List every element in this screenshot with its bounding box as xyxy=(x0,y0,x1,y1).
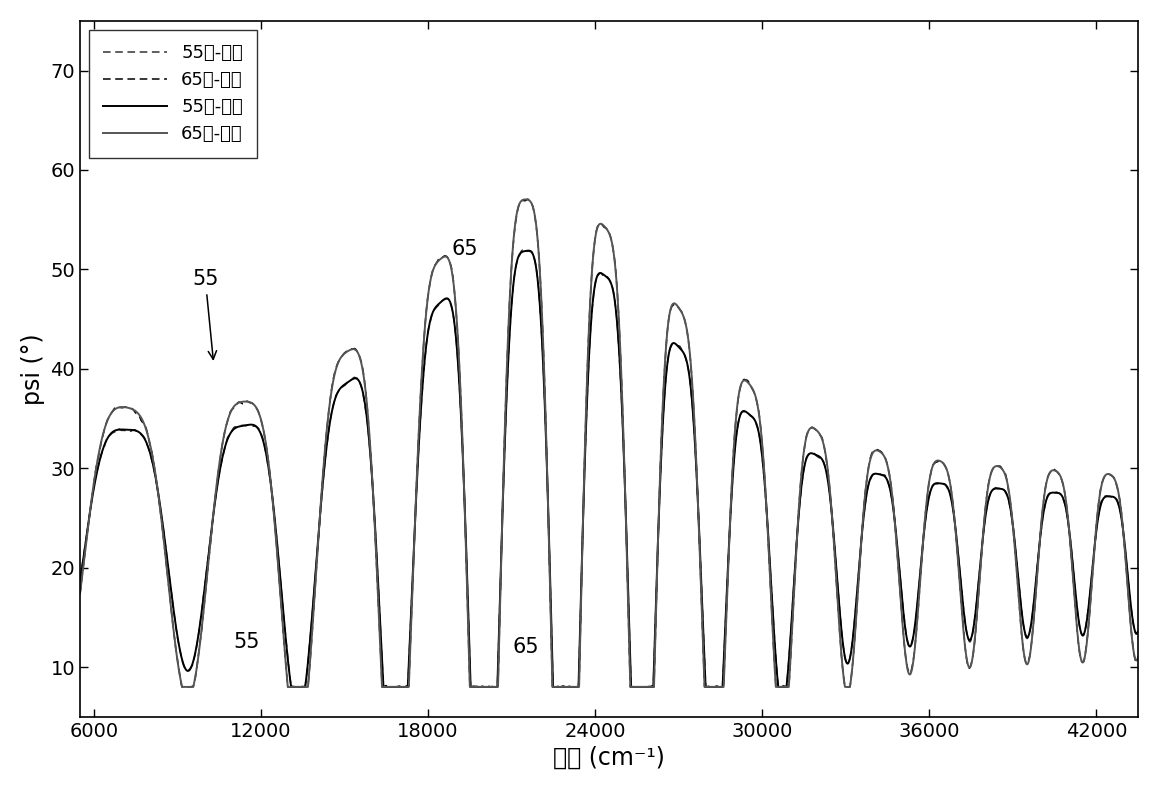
65度-计算 xyxy=(126,405,140,414)
55度-计算 xyxy=(914,556,928,566)
Line: 55度-测量: 55度-测量 xyxy=(80,250,1138,687)
55度-计算 xyxy=(284,682,298,691)
55度-计算 xyxy=(699,682,713,691)
55度-测量 xyxy=(699,682,713,691)
65度-计算 xyxy=(175,682,189,691)
65度-测量 xyxy=(699,682,713,691)
55度-计算 xyxy=(745,412,759,422)
65度-计算 xyxy=(518,195,532,204)
55度-测量 xyxy=(126,426,140,435)
55度-计算 xyxy=(73,577,87,587)
55度-计算 xyxy=(126,426,140,435)
55度-计算 xyxy=(1131,626,1145,636)
55度-测量 xyxy=(858,503,872,513)
55度-计算 xyxy=(858,502,872,512)
55度-测量 xyxy=(73,574,87,584)
Y-axis label: psi (°): psi (°) xyxy=(21,333,45,405)
55度-测量 xyxy=(745,412,759,422)
X-axis label: 波数 (cm⁻¹): 波数 (cm⁻¹) xyxy=(553,746,665,770)
65度-计算 xyxy=(699,682,713,691)
Line: 65度-计算: 65度-计算 xyxy=(80,199,1138,687)
55度-测量 xyxy=(914,556,928,566)
65度-计算 xyxy=(457,458,471,467)
55度-计算 xyxy=(522,246,535,255)
65度-测量 xyxy=(520,195,534,204)
65度-测量 xyxy=(73,589,87,599)
55度-测量 xyxy=(285,682,299,691)
65度-计算 xyxy=(858,494,872,503)
65度-计算 xyxy=(914,562,928,571)
Legend: 55度-测量, 65度-测量, 55度-计算, 65度-计算: 55度-测量, 65度-测量, 55度-计算, 65度-计算 xyxy=(89,30,257,158)
65度-测量 xyxy=(914,562,928,571)
65度-测量 xyxy=(858,493,872,502)
Text: 55: 55 xyxy=(234,632,261,653)
65度-测量 xyxy=(175,682,189,691)
Text: 65: 65 xyxy=(512,638,539,657)
Text: 65: 65 xyxy=(452,240,479,259)
65度-测量 xyxy=(457,458,471,467)
55度-计算 xyxy=(457,462,471,471)
55度-测量 xyxy=(516,245,530,255)
65度-计算 xyxy=(1131,652,1145,661)
55度-测量 xyxy=(457,462,471,471)
65度-计算 xyxy=(73,589,87,599)
Text: 55: 55 xyxy=(192,269,219,359)
65度-测量 xyxy=(1131,652,1145,661)
65度-测量 xyxy=(126,405,140,414)
65度-计算 xyxy=(745,384,759,394)
55度-测量 xyxy=(1131,626,1145,636)
65度-测量 xyxy=(745,384,759,394)
Line: 65度-测量: 65度-测量 xyxy=(80,199,1138,687)
Line: 55度-计算: 55度-计算 xyxy=(80,251,1138,687)
